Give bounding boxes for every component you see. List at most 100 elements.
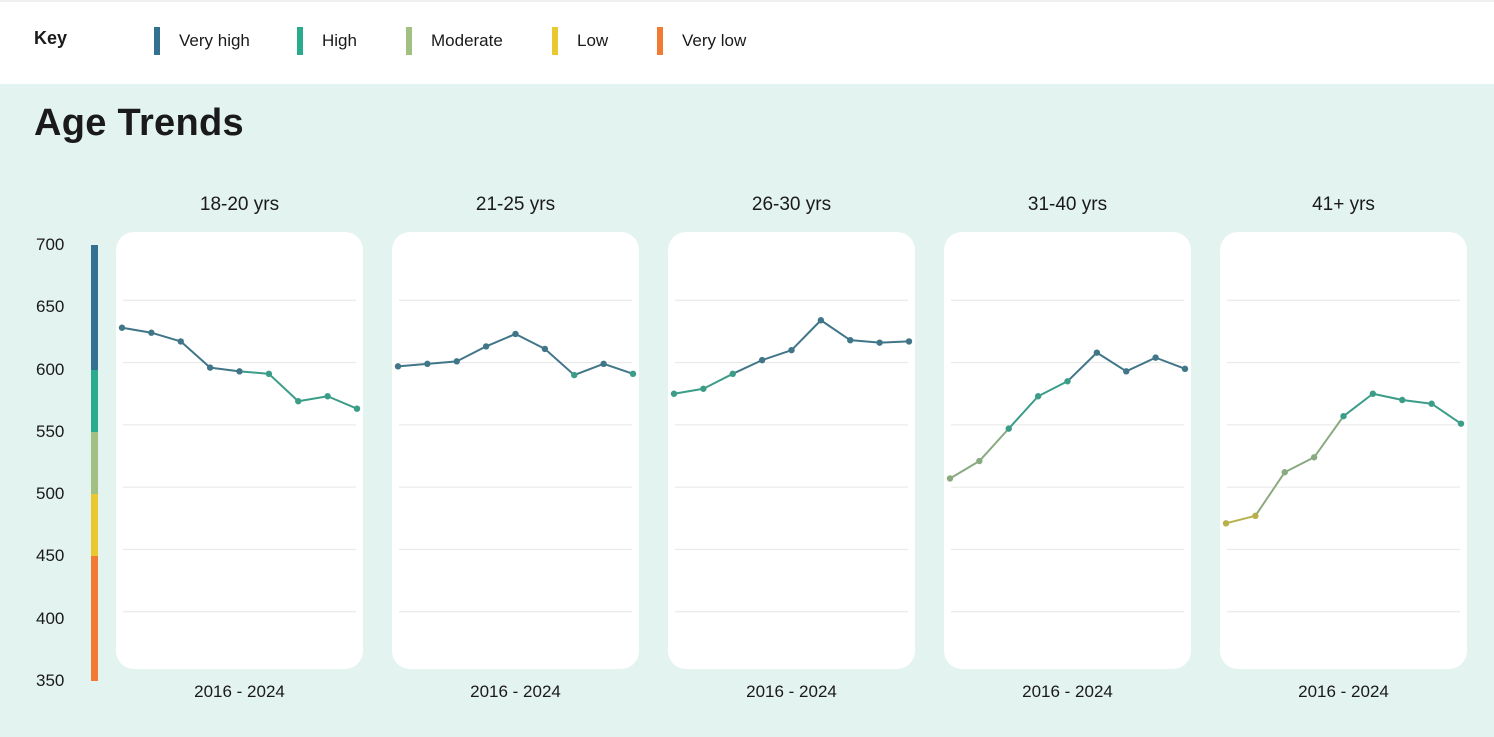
series-line-segment: [238, 370, 270, 375]
panel-card-18-20-yrs: [116, 232, 363, 669]
panel-plot-3: [946, 299, 1189, 613]
data-point: [1252, 512, 1259, 520]
panel-title-21-25-yrs: 21-25 yrs: [475, 194, 556, 215]
data-point: [1093, 349, 1101, 356]
series-line-segment: [573, 362, 605, 377]
key-swatch-moderate: [406, 27, 412, 55]
series-line-segment: [702, 372, 734, 390]
data-point: [1457, 420, 1465, 427]
series-line-segment: [878, 340, 910, 344]
series-line-segment: [819, 319, 852, 342]
key-item-low: Low: [552, 26, 608, 56]
data-point: [1369, 390, 1377, 397]
data-point: [571, 371, 578, 379]
data-point: [1399, 396, 1406, 404]
data-point: [1034, 393, 1042, 400]
data-point: [453, 358, 460, 365]
key-item-moderate: Moderate: [406, 26, 503, 56]
key-swatch-very-low: [657, 27, 663, 55]
series-line-segment: [514, 332, 546, 350]
y-tick-label: 400: [36, 608, 65, 628]
series-line-segment: [1154, 356, 1186, 370]
series-line-segment: [297, 395, 329, 403]
panel-period-label: 2016 - 2024: [1298, 682, 1389, 701]
level-scale-segment: [91, 369, 98, 432]
data-point: [424, 360, 431, 368]
data-point: [1064, 378, 1071, 385]
key-label-high: High: [322, 31, 357, 50]
data-point: [482, 343, 490, 350]
data-point: [324, 393, 331, 400]
series-line-segment: [150, 331, 182, 343]
series-line-segment: [761, 349, 793, 362]
data-point: [946, 475, 954, 482]
key-swatch-very-high: [154, 27, 160, 55]
panel-plot-1: [394, 299, 637, 613]
series-line-segment: [1313, 415, 1345, 459]
series-line-segment: [397, 362, 429, 368]
series-line-segment: [543, 347, 576, 377]
series-line-segment: [1371, 392, 1404, 401]
data-point: [905, 338, 913, 345]
panel-card-31-40-yrs: [944, 232, 1191, 669]
series-line-segment: [849, 339, 881, 344]
data-point: [1123, 368, 1130, 375]
data-point: [394, 363, 402, 370]
y-tick-label: 700: [36, 235, 65, 254]
panel-title-41-yrs: 41+ yrs: [1312, 194, 1375, 215]
data-point: [1181, 365, 1189, 373]
panel-title-18-20-yrs: 18-20 yrs: [199, 194, 280, 215]
series-line-segment: [602, 362, 634, 375]
key-item-very-high: Very high: [154, 26, 250, 56]
series-line-segment: [326, 395, 358, 410]
data-point: [1222, 520, 1230, 527]
data-point: [512, 330, 519, 338]
series-line-segment: [1225, 514, 1257, 525]
series-line-segment: [1095, 351, 1128, 373]
series-line-segment: [1125, 356, 1157, 373]
data-point: [236, 368, 243, 375]
data-point: [177, 338, 184, 345]
panel-period-label: 2016 - 2024: [746, 682, 837, 701]
panel-period-label: 2016 - 2024: [194, 682, 285, 701]
data-point: [265, 370, 273, 378]
key-bar: Key Very high High Moderate Low Very low: [0, 0, 1494, 84]
series-line-segment: [426, 360, 458, 365]
level-scale-segment: [91, 245, 98, 370]
panel-title-31-40-yrs: 31-40 yrs: [1027, 194, 1108, 215]
y-tick-label: 650: [36, 297, 65, 317]
data-point: [600, 360, 607, 368]
series-line-segment: [1007, 395, 1040, 430]
series-line-segment: [485, 332, 517, 348]
data-point: [976, 457, 983, 465]
panel-plot-4: [1222, 299, 1465, 613]
panel-title-26-30-yrs: 26-30 yrs: [751, 194, 832, 215]
series-line-segment: [1342, 392, 1374, 418]
series-line-segment: [1066, 351, 1098, 383]
page-title: Age Trends: [34, 102, 244, 144]
data-point: [817, 317, 825, 324]
y-tick-label: 450: [36, 546, 65, 566]
data-point: [876, 339, 883, 346]
y-tick-label: 600: [36, 359, 65, 379]
key-label-very-high: Very high: [179, 31, 250, 50]
data-point: [1340, 412, 1347, 420]
data-point: [1281, 469, 1288, 476]
series-line-segment: [121, 326, 153, 334]
series-line-segment: [1283, 456, 1316, 474]
key-item-very-low: Very low: [657, 26, 746, 56]
data-point: [148, 329, 155, 336]
level-scale-segment: [91, 556, 98, 681]
data-point: [629, 370, 637, 378]
series-line-segment: [209, 366, 241, 373]
panel-card-26-30-yrs: [668, 232, 915, 669]
key-label-very-low: Very low: [682, 31, 747, 50]
series-line-segment: [455, 345, 488, 363]
series-line-segment: [1430, 402, 1462, 425]
data-point: [353, 405, 361, 412]
panel-plot-2: [670, 299, 913, 613]
key-label-moderate: Moderate: [431, 31, 503, 50]
panel-card-41-yrs: [1220, 232, 1467, 669]
data-point: [295, 398, 302, 405]
